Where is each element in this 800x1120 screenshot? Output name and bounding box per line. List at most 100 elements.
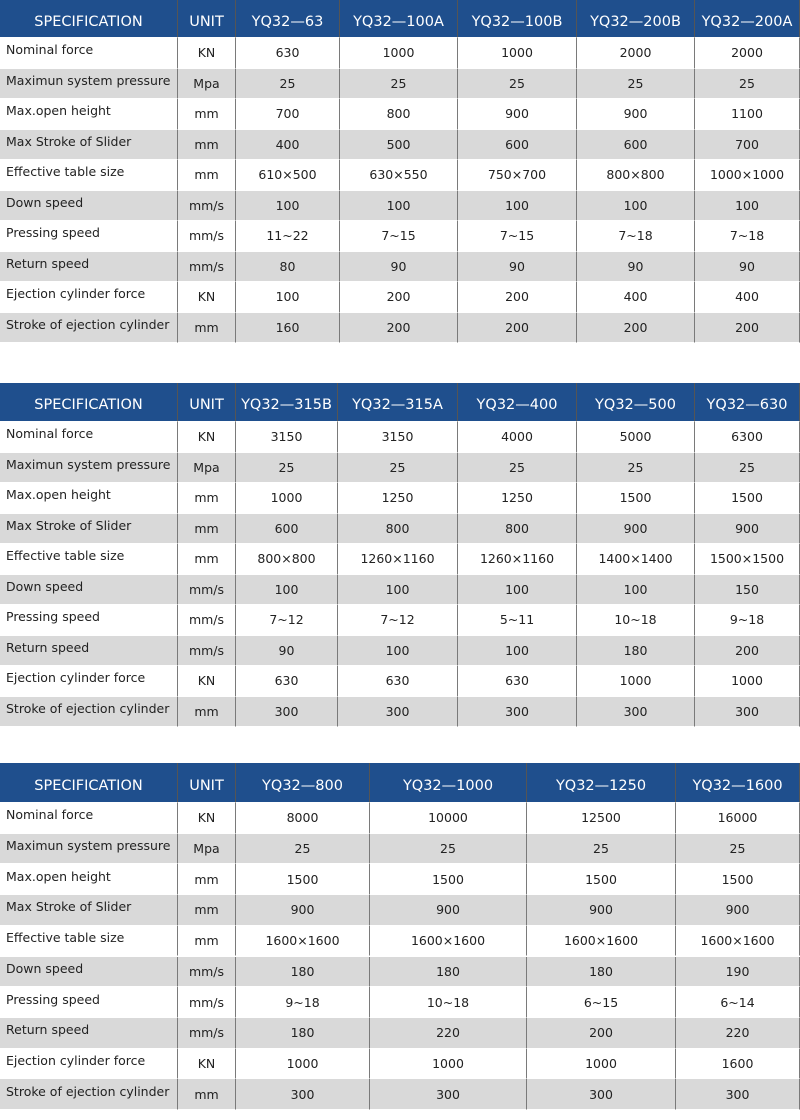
table-cell: mm: [178, 129, 236, 160]
table-cell: 2000: [695, 38, 800, 69]
row-label: Ejection cylinder force: [0, 282, 178, 313]
table-cell: 600: [577, 129, 695, 160]
table-cell: mm: [178, 99, 236, 130]
table-cell: 10~18: [577, 605, 695, 636]
table-cell: mm: [178, 925, 236, 957]
row-label: Return speed: [0, 635, 178, 666]
table-cell: 700: [695, 129, 800, 160]
table-cell: KN: [178, 803, 236, 834]
table-cell: 1000: [340, 38, 458, 69]
table-cell: 180: [236, 956, 370, 988]
table-cell: 1000: [236, 1048, 370, 1080]
table-cell: 25: [577, 452, 695, 483]
table-cell: 25: [236, 68, 340, 99]
table-cell: 630: [236, 38, 340, 69]
table-cell: 1250: [338, 483, 458, 514]
table-cell: 100: [577, 190, 695, 221]
table-cell: 1600×1600: [236, 925, 370, 957]
table-cell: 25: [458, 452, 577, 483]
table-cell: 100: [458, 190, 577, 221]
header-cell: YQ32—400: [458, 383, 577, 422]
header-cell: YQ32—200A: [695, 0, 800, 38]
table-cell: 1500: [236, 864, 370, 896]
row-label: Ejection cylinder force: [0, 1048, 178, 1080]
table-cell: mm: [178, 1079, 236, 1110]
row-label: Effective table size: [0, 925, 178, 957]
table-cell: 25: [695, 452, 800, 483]
table-cell: mm/s: [178, 987, 236, 1018]
table-cell: 25: [458, 68, 577, 99]
table-cell: 300: [338, 696, 458, 727]
table-cell: 300: [577, 696, 695, 727]
table-cell: KN: [178, 666, 236, 697]
table-cell: 200: [458, 312, 577, 343]
table-cell: 1500: [370, 864, 527, 896]
table-cell: mm: [178, 864, 236, 896]
row-label: Max.open height: [0, 99, 178, 130]
table-cell: 100: [458, 574, 577, 605]
table-cell: 100: [236, 574, 338, 605]
table-cell: 7~15: [458, 221, 577, 252]
table-cell: 25: [338, 452, 458, 483]
table-cell: mm/s: [178, 605, 236, 636]
table-cell: 90: [577, 251, 695, 282]
row-label: Stroke of ejection cylinder: [0, 1079, 178, 1110]
table-cell: 220: [676, 1017, 800, 1049]
table-cell: mm/s: [178, 190, 236, 221]
header-cell: YQ32—200B: [577, 0, 695, 38]
table-cell: 1500: [577, 483, 695, 514]
header-cell: YQ32—1600: [676, 763, 800, 803]
table-cell: 220: [370, 1017, 527, 1049]
table-cell: 25: [527, 833, 676, 865]
row-label: Down speed: [0, 956, 178, 988]
table-cell: 800: [458, 513, 577, 544]
header-cell: YQ32—500: [577, 383, 695, 422]
row-label: Max Stroke of Slider: [0, 895, 178, 926]
table-cell: 25: [236, 452, 338, 483]
table-cell: 2000: [577, 38, 695, 69]
header-cell: YQ32—1000: [370, 763, 527, 803]
header-cell: UNIT: [178, 763, 236, 803]
row-label: Max Stroke of Slider: [0, 129, 178, 160]
table-cell: 900: [577, 99, 695, 130]
table-cell: 100: [577, 574, 695, 605]
row-label: Nominal force: [0, 38, 178, 69]
table-cell: 900: [676, 895, 800, 926]
table-cell: 800×800: [577, 160, 695, 191]
table-cell: 600: [236, 513, 338, 544]
table-cell: 1260×1160: [338, 544, 458, 575]
header-cell: SPECIFICATION: [0, 763, 178, 803]
table-cell: mm: [178, 483, 236, 514]
table-cell: 100: [338, 574, 458, 605]
table-cell: 25: [370, 833, 527, 865]
header-cell: YQ32—315A: [338, 383, 458, 422]
table-cell: 1250: [458, 483, 577, 514]
row-label: Pressing speed: [0, 221, 178, 252]
table-cell: 1000: [236, 483, 338, 514]
table-cell: 3150: [236, 422, 338, 453]
table-cell: mm/s: [178, 635, 236, 666]
header-cell: YQ32—63: [236, 0, 340, 38]
table-cell: 900: [370, 895, 527, 926]
table-cell: 100: [695, 190, 800, 221]
table-cell: 6~15: [527, 987, 676, 1018]
table-cell: Mpa: [178, 833, 236, 865]
table-cell: 300: [236, 696, 338, 727]
table-cell: mm/s: [178, 251, 236, 282]
table-cell: 200: [695, 312, 800, 343]
table-cell: 8000: [236, 803, 370, 834]
table-cell: 90: [340, 251, 458, 282]
table-cell: 100: [236, 190, 340, 221]
table-cell: 100: [338, 635, 458, 666]
table-cell: 900: [236, 895, 370, 926]
row-label: Down speed: [0, 574, 178, 605]
table-cell: 300: [370, 1079, 527, 1110]
table-cell: 200: [695, 635, 800, 666]
table-cell: 1000: [370, 1048, 527, 1080]
header-cell: SPECIFICATION: [0, 383, 178, 422]
table-cell: mm/s: [178, 956, 236, 988]
table-cell: KN: [178, 38, 236, 69]
table-cell: 25: [236, 833, 370, 865]
header-cell: YQ32—315B: [236, 383, 338, 422]
